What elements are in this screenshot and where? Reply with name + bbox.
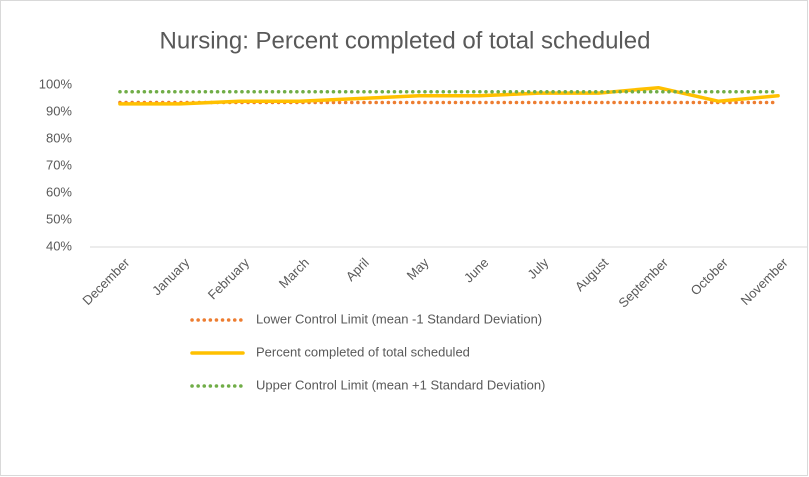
x-tick-label: May	[404, 255, 432, 283]
x-tick-label: August	[572, 255, 611, 294]
x-tick-label: November	[738, 254, 791, 307]
x-tick-label: February	[205, 255, 253, 303]
x-tick-label: June	[461, 255, 492, 286]
y-tick-label: 100%	[39, 76, 73, 91]
x-tick-label: October	[687, 254, 731, 298]
x-tick-label: December	[79, 254, 132, 307]
y-tick-label: 40%	[46, 238, 72, 253]
y-tick-label: 90%	[46, 103, 72, 118]
y-tick-label: 70%	[46, 157, 72, 172]
legend-label: Percent completed of total scheduled	[256, 344, 470, 359]
y-tick-label: 60%	[46, 184, 72, 199]
x-tick-label: April	[343, 255, 372, 284]
y-tick-label: 80%	[46, 130, 72, 145]
x-tick-label: January	[149, 255, 193, 299]
legend-label: Lower Control Limit (mean -1 Standard De…	[256, 311, 542, 326]
x-tick-label: September	[615, 254, 671, 310]
y-tick-label: 50%	[46, 211, 72, 226]
x-tick-label: July	[524, 255, 551, 282]
legend-label: Upper Control Limit (mean +1 Standard De…	[256, 377, 545, 392]
x-tick-label: March	[276, 255, 312, 291]
chart-title: Nursing: Percent completed of total sche…	[160, 27, 651, 54]
series-line	[118, 85, 780, 106]
